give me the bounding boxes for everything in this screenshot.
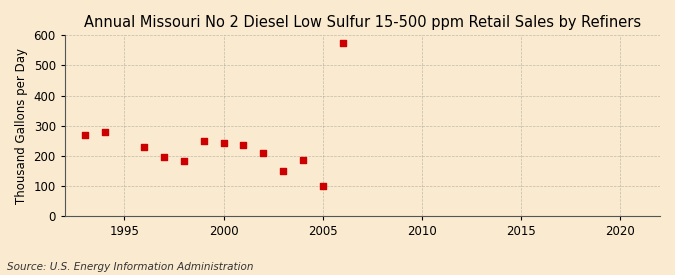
Point <box>198 139 209 144</box>
Point <box>178 159 189 163</box>
Point <box>218 141 229 145</box>
Point <box>277 169 288 174</box>
Title: Annual Missouri No 2 Diesel Low Sulfur 15-500 ppm Retail Sales by Refiners: Annual Missouri No 2 Diesel Low Sulfur 1… <box>84 15 641 30</box>
Point <box>338 41 348 45</box>
Point <box>317 184 328 188</box>
Point <box>99 130 110 134</box>
Point <box>159 155 169 160</box>
Point <box>79 133 90 137</box>
Text: Source: U.S. Energy Information Administration: Source: U.S. Energy Information Administ… <box>7 262 253 272</box>
Point <box>238 142 249 147</box>
Point <box>139 145 150 149</box>
Point <box>298 158 308 163</box>
Point <box>258 150 269 155</box>
Y-axis label: Thousand Gallons per Day: Thousand Gallons per Day <box>15 48 28 204</box>
